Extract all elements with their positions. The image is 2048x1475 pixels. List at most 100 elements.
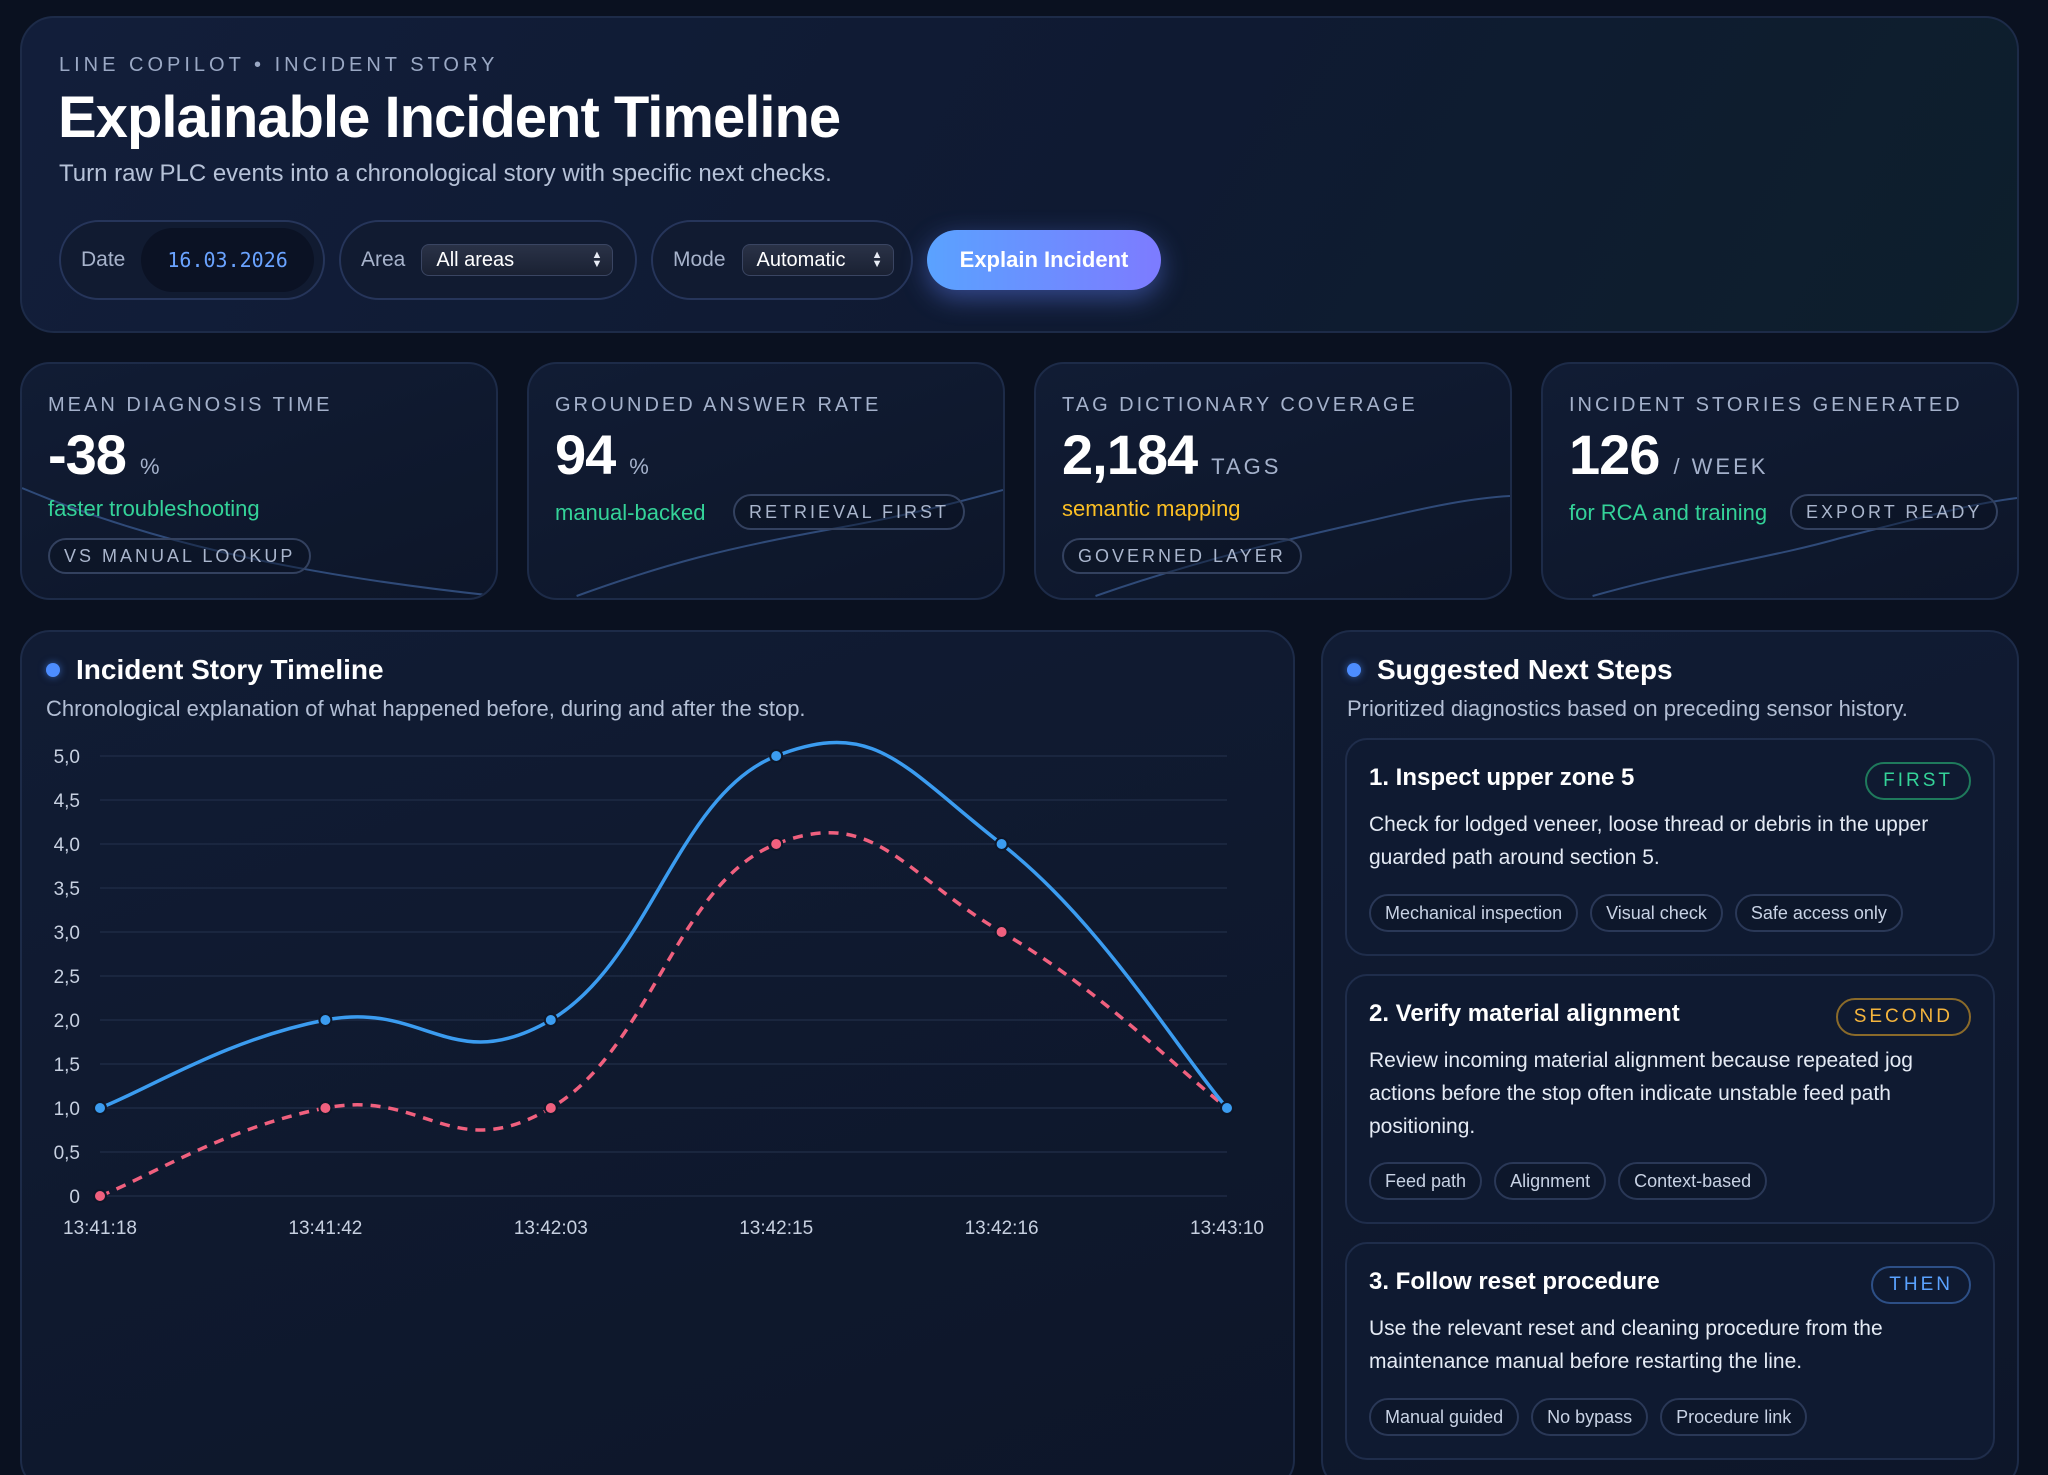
timeline-title-row: Incident Story Timeline <box>46 654 384 686</box>
kpi-value: 126 <box>1569 423 1660 486</box>
x-tick-label: 13:42:15 <box>739 1218 813 1239</box>
status-dot-icon <box>1347 663 1361 677</box>
series-line <box>99 740 1229 1110</box>
mode-select-value: Automatic <box>756 248 846 271</box>
step-tags: Mechanical inspection Visual check Safe … <box>1369 894 1903 932</box>
kpi-unit: % <box>629 454 652 479</box>
data-point <box>93 1189 107 1203</box>
mode-select[interactable]: Automatic ▲ ▼ <box>741 244 894 276</box>
incident-timeline-panel: Incident Story Timeline Chronological ex… <box>20 630 1295 1475</box>
timeline-title: Incident Story Timeline <box>76 654 384 685</box>
y-tick-label: 1,5 <box>54 1055 80 1076</box>
kpi-note: faster troubleshooting <box>48 496 260 521</box>
next-steps-panel: Suggested Next Steps Prioritized diagnos… <box>1321 630 2019 1475</box>
kpi-value: 2,184 <box>1062 423 1198 486</box>
step-tag: Feed path <box>1369 1162 1483 1200</box>
area-select[interactable]: All areas ▲ ▼ <box>421 244 614 276</box>
step-title: 1. Inspect upper zone 5 <box>1369 764 1635 791</box>
x-tick-label: 13:42:16 <box>965 1218 1039 1239</box>
kpi-card-tag-coverage: TAG DICTIONARY COVERAGE 2,184 TAGS seman… <box>1034 362 1512 600</box>
kpi-unit: / WEEK <box>1673 454 1769 479</box>
step-card-2[interactable]: 2. Verify material alignment SECOND Revi… <box>1345 974 1995 1224</box>
step-tag: Procedure link <box>1660 1398 1808 1436</box>
incident-header-panel: LINE COPILOT • INCIDENT STORY Explainabl… <box>20 16 2019 333</box>
step-tags: Manual guided No bypass Procedure link <box>1369 1398 1808 1436</box>
kpi-unit: % <box>139 454 163 479</box>
kpi-value-group: 94 % <box>555 422 652 487</box>
sparkline <box>22 487 496 597</box>
x-tick-label: 13:41:42 <box>288 1218 362 1239</box>
data-point <box>93 1101 107 1115</box>
date-control: Date 16.03.2026 <box>59 220 325 300</box>
step-tag: Visual check <box>1590 894 1723 932</box>
mode-label: Mode <box>673 248 726 271</box>
y-tick-label: 2,0 <box>54 1011 80 1032</box>
area-control: Area All areas ▲ ▼ <box>339 220 637 300</box>
kpi-chip: GOVERNED LAYER <box>1062 538 1302 574</box>
x-tick-label: 13:42:03 <box>514 1218 588 1239</box>
data-point <box>994 837 1009 851</box>
timeline-subtitle: Chronological explanation of what happen… <box>46 696 806 721</box>
area-label: Area <box>361 248 406 271</box>
step-description: Review incoming material alignment becau… <box>1369 1049 1913 1138</box>
kpi-label: MEAN DIAGNOSIS TIME <box>48 394 333 416</box>
sparkline <box>576 489 1003 597</box>
kpi-label: INCIDENT STORIES GENERATED <box>1569 394 1963 416</box>
step-title: 3. Follow reset procedure <box>1369 1268 1660 1295</box>
kpi-label: TAG DICTIONARY COVERAGE <box>1062 394 1418 416</box>
steps-title: Suggested Next Steps <box>1377 654 1673 685</box>
kpi-note: manual-backed <box>555 500 706 525</box>
kpi-value-group: 126 / WEEK <box>1569 422 1768 487</box>
step-tag: Context-based <box>1618 1162 1768 1200</box>
data-point <box>994 925 1009 939</box>
step-description: Check for lodged veneer, loose thread or… <box>1369 813 1929 869</box>
date-label: Date <box>81 248 126 271</box>
y-tick-label: 3,0 <box>54 923 80 944</box>
step-priority-badge: FIRST <box>1865 762 1971 800</box>
series-line <box>99 831 1229 1198</box>
y-tick-label: 5,0 <box>54 747 80 768</box>
step-card-3[interactable]: 3. Follow reset procedure THEN Use the r… <box>1345 1242 1995 1460</box>
kpi-label: GROUNDED ANSWER RATE <box>555 394 882 416</box>
data-point <box>769 749 784 763</box>
kpi-chip: RETRIEVAL FIRST <box>733 494 966 530</box>
page-subtitle: Turn raw PLC events into a chronological… <box>59 160 832 187</box>
y-tick-label: 3,5 <box>54 879 80 900</box>
step-tag: Alignment <box>1494 1162 1607 1200</box>
data-point <box>1220 1101 1234 1115</box>
y-tick-label: 1,0 <box>54 1099 80 1120</box>
y-tick-label: 4,0 <box>54 835 80 856</box>
select-arrows-icon: ▲ ▼ <box>871 249 883 270</box>
data-point <box>318 1013 333 1027</box>
kpi-chip: VS MANUAL LOOKUP <box>48 538 312 574</box>
steps-title-row: Suggested Next Steps <box>1347 654 1673 686</box>
step-card-1[interactable]: 1. Inspect upper zone 5 FIRST Check for … <box>1345 738 1995 956</box>
kpi-value-group: -38 % <box>48 422 163 487</box>
data-point <box>543 1101 558 1115</box>
y-tick-label: 2,5 <box>54 967 80 988</box>
step-title: 2. Verify material alignment <box>1369 1000 1680 1027</box>
y-tick-label: 4,5 <box>54 791 80 812</box>
data-point <box>318 1101 333 1115</box>
data-point <box>769 837 784 851</box>
sparkline <box>1592 497 2017 597</box>
step-tag: No bypass <box>1531 1398 1649 1436</box>
select-arrows-icon: ▲ ▼ <box>591 249 603 270</box>
kpi-value: 94 <box>555 423 616 486</box>
kpi-card-grounded-rate: GROUNDED ANSWER RATE 94 % manual-backed … <box>527 362 1005 600</box>
steps-subtitle: Prioritized diagnostics based on precedi… <box>1347 696 1908 721</box>
area-select-value: All areas <box>436 248 515 271</box>
step-tags: Feed path Alignment Context-based <box>1369 1162 1768 1200</box>
step-priority-badge: THEN <box>1871 1266 1971 1304</box>
kpi-card-stories-generated: INCIDENT STORIES GENERATED 126 / WEEK fo… <box>1541 362 2019 600</box>
step-tag: Safe access only <box>1734 894 1903 932</box>
date-input[interactable]: 16.03.2026 <box>141 228 314 292</box>
kpi-chip: EXPORT READY <box>1790 494 1999 530</box>
kpi-value: -38 <box>48 423 127 486</box>
y-tick-label: 0 <box>69 1187 80 1208</box>
sparkline <box>1095 495 1510 597</box>
explain-incident-button[interactable]: Explain Incident <box>927 230 1161 290</box>
step-priority-badge: SECOND <box>1835 998 1971 1036</box>
kpi-value-group: 2,184 TAGS <box>1062 422 1281 487</box>
page-title: Explainable Incident Timeline <box>58 85 841 150</box>
